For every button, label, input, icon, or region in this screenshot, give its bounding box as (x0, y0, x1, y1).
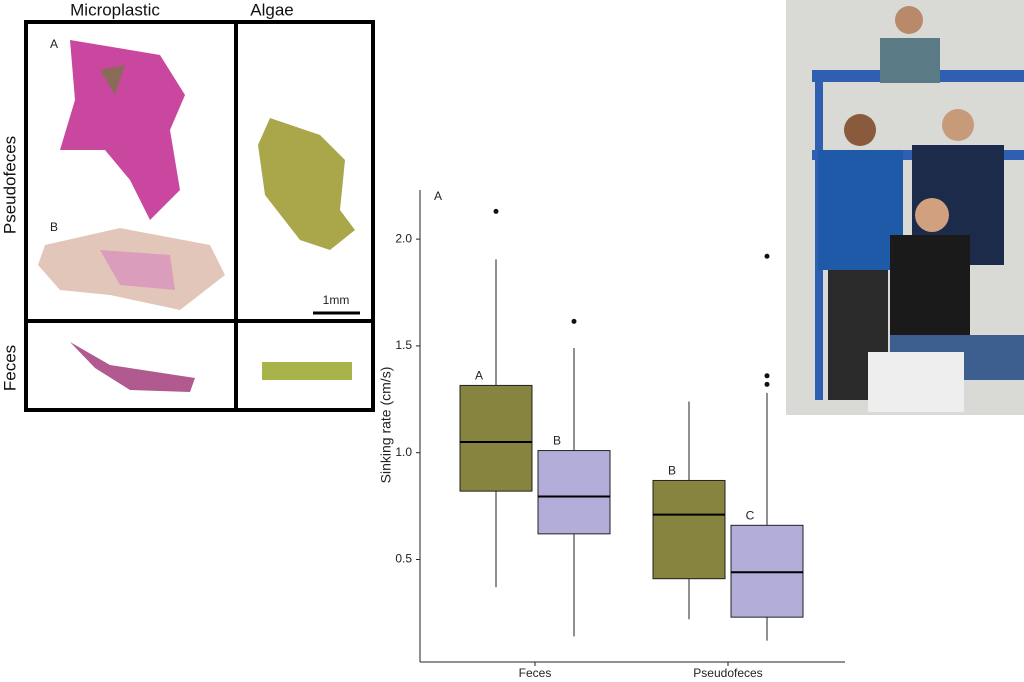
outlier (493, 208, 499, 214)
y-tick-label: 1.5 (395, 338, 412, 352)
outlier (571, 318, 577, 324)
algae-particle (258, 118, 355, 250)
y-tick-label: 1.0 (395, 445, 412, 459)
column-label: Microplastic (70, 0, 160, 19)
microscopy-panel: Microplastic Algae Pseudofeces Feces A B… (0, 0, 375, 412)
x-tick-label: Feces (519, 666, 552, 680)
person (818, 150, 903, 270)
y-tick-label: 0.5 (395, 552, 412, 566)
y-tick-label: 2.0 (395, 231, 412, 245)
outlier (764, 381, 770, 387)
panel-label: A (434, 189, 442, 203)
row-label: Feces (0, 345, 19, 391)
photo (786, 0, 1024, 415)
y-axis-label: Sinking rate (cm/s) (378, 367, 394, 484)
row-label: Pseudofeces (0, 136, 19, 234)
box (730, 524, 804, 618)
particle-detail (100, 65, 125, 95)
person-head (844, 114, 876, 146)
group-letter: C (746, 508, 755, 522)
image-label: A (50, 37, 58, 51)
x-tick-label: Pseudofeces (693, 666, 762, 680)
outlier (764, 373, 770, 379)
box-plot: A Sinking rate (cm/s) 0.5 1.0 1.5 2.0 Feces A… (378, 189, 845, 680)
image-label: B (50, 220, 58, 234)
box (537, 450, 611, 535)
outlier (764, 253, 770, 259)
feces-particle (70, 342, 195, 392)
person (890, 235, 970, 335)
column-label: Algae (250, 0, 293, 19)
person (880, 38, 940, 83)
scale-label: 1mm (323, 293, 350, 307)
group-letter: B (668, 464, 676, 478)
person-head (895, 6, 923, 34)
box (459, 384, 533, 492)
box (652, 479, 726, 580)
person-head (915, 198, 949, 232)
microplastic-particle (60, 40, 185, 220)
particle-detail (100, 250, 175, 290)
feces-particle (262, 362, 352, 380)
group-letter: A (475, 369, 483, 383)
group-letter: B (553, 434, 561, 448)
person-head (942, 109, 974, 141)
stool (868, 352, 964, 412)
